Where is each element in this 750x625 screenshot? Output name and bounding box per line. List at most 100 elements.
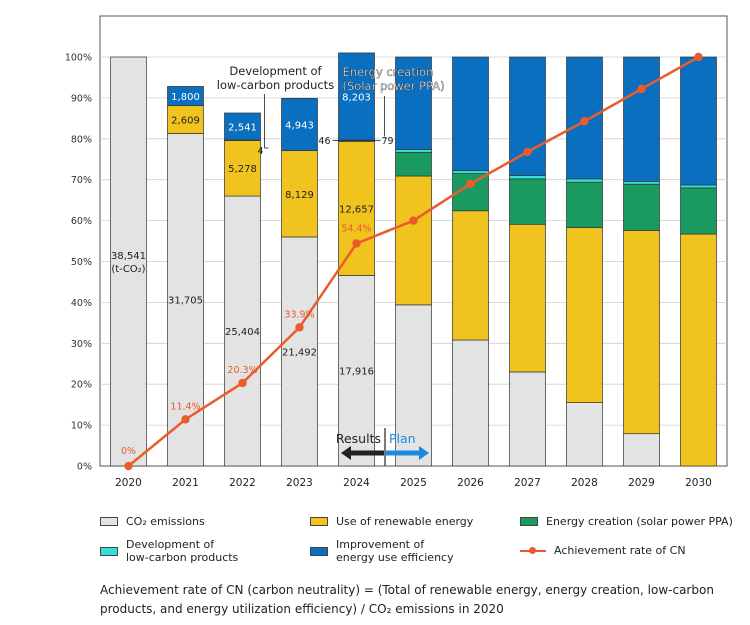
bar-value-label: 38,541: [111, 251, 146, 262]
bar-segment-low: [396, 149, 432, 152]
y-tick-label: 90%: [71, 93, 92, 104]
achievement-label: 33.9%: [284, 309, 314, 320]
bar-segment-co2: [624, 434, 660, 466]
small-value-label: 46: [318, 136, 330, 147]
legend-item-achievement-rate: Achievement rate of CN: [520, 544, 686, 557]
legend-label-energy-creation: Energy creation (solar power PPA): [546, 515, 733, 528]
y-tick-label: 60%: [71, 216, 92, 227]
achievement-point: [238, 379, 246, 387]
bar-segment-cre: [681, 188, 717, 234]
achievement-point: [694, 53, 702, 61]
legend-swatch-efficiency: [310, 547, 328, 556]
bar-value-label: 5,278: [228, 164, 257, 175]
legend-item-efficiency: Improvement of energy use efficiency: [310, 538, 454, 564]
bar-segment-ren: [453, 211, 489, 340]
legend-swatch-low-carbon: [100, 547, 118, 556]
achievement-point: [352, 239, 360, 247]
bar-segment-cre: [567, 182, 603, 227]
results-label: Results: [336, 431, 381, 446]
achievement-label: 11.4%: [170, 401, 200, 412]
bar-segment-low: [510, 176, 546, 179]
x-tick-label: 2026: [457, 477, 484, 489]
x-tick-label: 2022: [229, 477, 256, 489]
achievement-point: [295, 323, 303, 331]
small-value-label: 4: [257, 146, 263, 157]
bar-segment-ren: [624, 230, 660, 433]
bar-segment-eff: [681, 57, 717, 185]
y-tick-label: 80%: [71, 134, 92, 145]
legend-label-low-carbon: Development of low-carbon products: [126, 538, 238, 564]
legend-label-efficiency: Improvement of energy use efficiency: [336, 538, 454, 564]
bar-value-label: 25,404: [225, 327, 260, 338]
bar-segment-ren: [681, 234, 717, 466]
legend-swatch-renewable: [310, 517, 328, 526]
achievement-point: [124, 462, 132, 470]
annotation-energy-creation: Energy creation: [343, 65, 434, 79]
bar-segment-co2: [510, 372, 546, 466]
achievement-label: 20.3%: [227, 365, 257, 376]
legend-swatch-energy-creation: [520, 517, 538, 526]
bar-segment-ren: [510, 224, 546, 372]
bar-segment-co2: [567, 403, 603, 466]
bar-segment-cre: [510, 179, 546, 224]
x-tick-label: 2025: [400, 477, 427, 489]
achievement-label: 0%: [121, 446, 136, 457]
x-tick-label: 2021: [172, 477, 199, 489]
bar-value-label: 21,492: [282, 347, 317, 358]
x-tick-label: 2028: [571, 477, 598, 489]
formula-note: Achievement rate of CN (carbon neutralit…: [100, 581, 740, 619]
bar-segment-low: [624, 181, 660, 184]
achievement-point: [523, 148, 531, 156]
legend-label-co2: CO₂ emissions: [126, 515, 205, 528]
legend-item-renewable: Use of renewable energy: [310, 515, 473, 528]
bar-value-label: 17,916: [339, 367, 374, 378]
bar-segment-cre: [396, 152, 432, 176]
bar-segment-cre: [624, 184, 660, 230]
achievement-label: 54.4%: [341, 224, 371, 235]
cn-achievement-chart: 0%10%20%30%40%50%60%70%80%90%100%38,541(…: [0, 0, 750, 505]
y-tick-label: 20%: [71, 380, 92, 391]
achievement-point: [637, 85, 645, 93]
x-tick-label: 2027: [514, 477, 541, 489]
bar-value-label: 2,609: [171, 116, 200, 127]
bar-segment-low: [681, 185, 717, 188]
legend-item-low-carbon: Development of low-carbon products: [100, 538, 238, 564]
y-tick-label: 10%: [71, 421, 92, 432]
bar-value-label: 1,800: [171, 92, 200, 103]
annotation-energy-creation: (Solar power PPA): [343, 79, 445, 93]
x-tick-label: 2030: [685, 477, 712, 489]
annotation-low-carbon: Development of: [229, 64, 322, 78]
x-tick-label: 2020: [115, 477, 142, 489]
y-tick-label: 0%: [77, 462, 92, 473]
legend-label-achievement-rate: Achievement rate of CN: [554, 544, 686, 557]
x-tick-label: 2023: [286, 477, 313, 489]
y-tick-label: 40%: [71, 298, 92, 309]
legend-label-renewable: Use of renewable energy: [336, 515, 473, 528]
bar-segment-eff: [624, 57, 660, 181]
bar-value-label: 31,705: [168, 296, 203, 307]
bar-value-label: 12,657: [339, 204, 374, 215]
bar-segment-ren: [396, 176, 432, 305]
bar-value-label: 2,541: [228, 122, 257, 133]
legend-line-marker: [520, 546, 546, 555]
achievement-point: [181, 415, 189, 423]
plan-label: Plan: [389, 431, 416, 446]
legend-item-energy-creation: Energy creation (solar power PPA): [520, 515, 733, 528]
y-tick-label: 70%: [71, 175, 92, 186]
y-tick-label: 100%: [65, 53, 92, 64]
legend-swatch-co2: [100, 517, 118, 526]
bar-value-label: 4,943: [285, 120, 314, 131]
small-value-label: 79: [382, 136, 394, 147]
bar-value-label: (t-CO₂): [111, 264, 145, 275]
x-tick-label: 2024: [343, 477, 370, 489]
legend-item-co2: CO₂ emissions: [100, 515, 205, 528]
y-tick-label: 50%: [71, 257, 92, 268]
bar-segment-ren: [567, 228, 603, 403]
bar-value-label: 8,129: [285, 190, 314, 201]
x-tick-label: 2029: [628, 477, 655, 489]
bar-segment-low: [453, 171, 489, 174]
achievement-point: [466, 180, 474, 188]
bar-value-label: 8,203: [342, 92, 371, 103]
achievement-point: [409, 216, 417, 224]
bar-segment-co2: [453, 340, 489, 466]
